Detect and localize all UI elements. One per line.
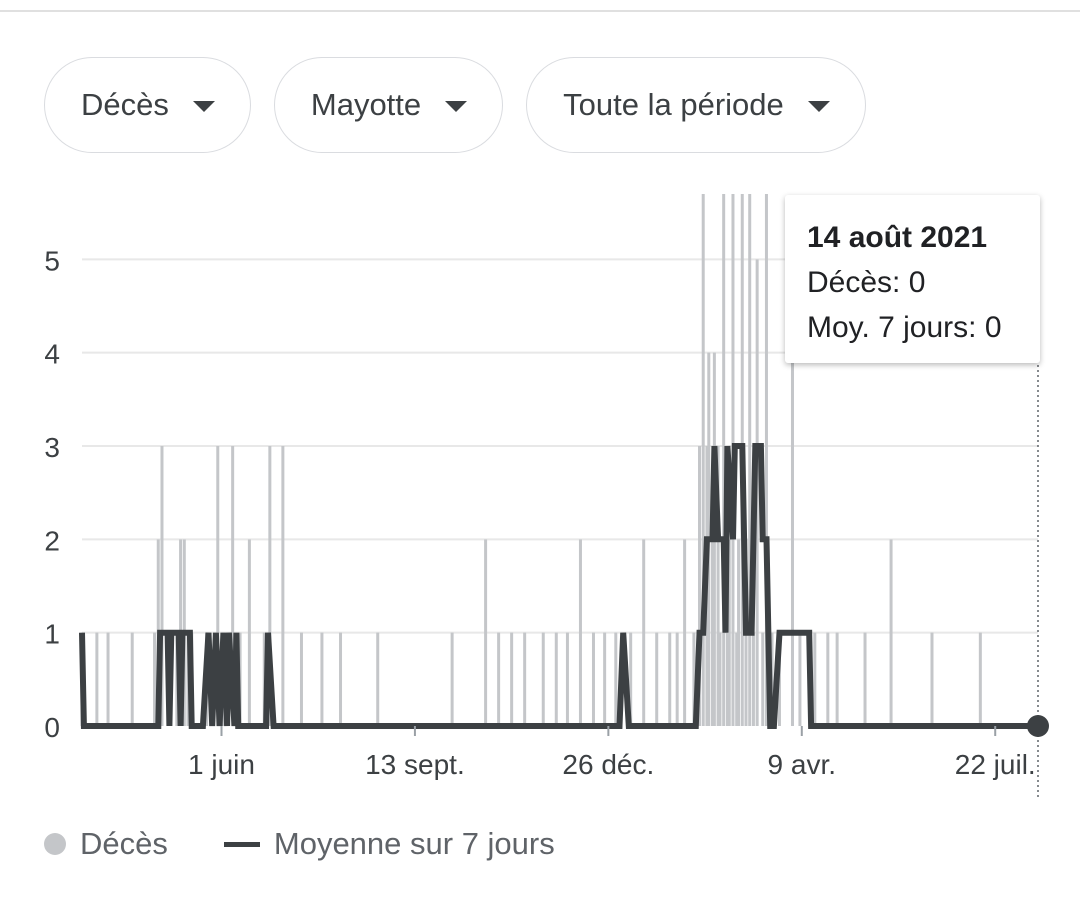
tooltip-date: 14 août 2021 bbox=[807, 221, 988, 254]
y-tick-label: 0 bbox=[44, 712, 60, 743]
x-tick-label: 1 juin bbox=[188, 749, 255, 780]
y-tick-label: 5 bbox=[44, 245, 60, 276]
filter-bar: Décès Mayotte Toute la période bbox=[44, 57, 866, 155]
legend-deaths-label: Décès bbox=[80, 826, 168, 861]
y-tick-label: 1 bbox=[44, 619, 60, 650]
average-line bbox=[79, 443, 1038, 729]
y-tick-label: 3 bbox=[44, 432, 60, 463]
region-dropdown[interactable]: Mayotte bbox=[273, 57, 504, 153]
legend-average-label: Moyenne sur 7 jours bbox=[273, 826, 555, 861]
y-axis: 0 1 2 3 4 5 bbox=[44, 245, 60, 743]
x-tick-label: 22 juil. bbox=[955, 749, 1036, 780]
tooltip-average: Moy. 7 jours: 0 bbox=[807, 311, 1002, 344]
metric-dropdown-label: Décès bbox=[81, 87, 169, 122]
caret-down-icon bbox=[192, 100, 215, 112]
y-tick-label: 4 bbox=[44, 339, 60, 370]
cursor-point bbox=[1027, 715, 1049, 737]
x-axis: 1 juin 13 sept. 26 déc. 9 avr. 22 juil. bbox=[188, 726, 1036, 780]
y-tick-label: 2 bbox=[44, 525, 60, 556]
tooltip-deaths: Décès: 0 bbox=[807, 266, 926, 299]
chart-legend: Décès Moyenne sur 7 jours bbox=[44, 826, 555, 862]
metric-dropdown[interactable]: Décès bbox=[44, 57, 251, 153]
region-dropdown-label: Mayotte bbox=[310, 87, 422, 122]
chart-tooltip: 14 août 2021 Décès: 0 Moy. 7 jours: 0 bbox=[785, 195, 1040, 363]
top-divider bbox=[0, 10, 1080, 12]
hover-cursor bbox=[1027, 360, 1049, 800]
caret-down-icon bbox=[807, 100, 830, 112]
legend-deaths-swatch bbox=[44, 833, 66, 855]
deaths-chart[interactable]: 0 1 2 3 4 5 1 juin 13 sept. 26 déc. 9 avr. 22 jui… bbox=[0, 180, 1080, 810]
legend-average-swatch bbox=[223, 841, 260, 847]
caret-down-icon bbox=[445, 100, 468, 112]
x-tick-label: 13 sept. bbox=[365, 749, 465, 780]
average-line-series bbox=[79, 443, 1038, 729]
x-tick-label: 9 avr. bbox=[768, 749, 836, 780]
x-tick-label: 26 déc. bbox=[562, 749, 654, 780]
period-dropdown-label: Toute la période bbox=[563, 87, 784, 122]
period-dropdown[interactable]: Toute la période bbox=[526, 57, 866, 153]
